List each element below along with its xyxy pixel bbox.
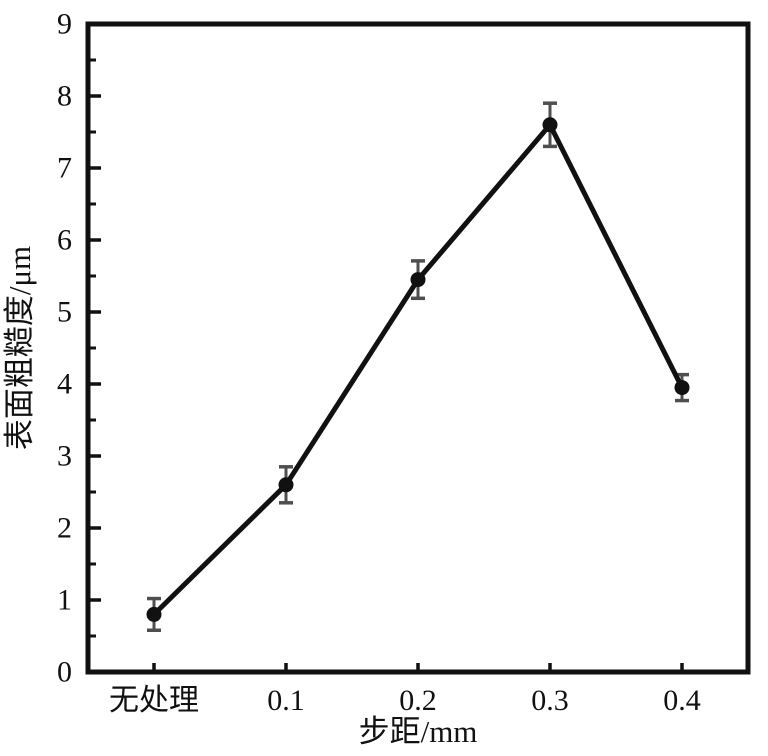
y-tick-label: 0 <box>57 656 72 689</box>
x-tick-label: 0.1 <box>267 684 305 717</box>
data-point-marker <box>674 380 690 396</box>
y-tick-label: 2 <box>57 512 72 545</box>
y-tick-label: 6 <box>57 224 72 257</box>
x-axis-title: 步距/mm <box>359 714 478 749</box>
data-point-marker <box>542 117 558 133</box>
x-tick-label: 0.3 <box>531 684 569 717</box>
y-tick-label: 8 <box>57 80 72 113</box>
y-tick-label: 7 <box>57 152 72 185</box>
y-tick-label: 9 <box>57 8 72 41</box>
x-tick-label: 0.2 <box>399 684 437 717</box>
data-point-marker <box>410 272 426 288</box>
x-tick-label: 无处理 <box>109 684 199 717</box>
y-tick-label: 1 <box>57 584 72 617</box>
y-axis-title: 表面粗糙度/μm <box>2 246 37 450</box>
data-point-marker <box>146 606 162 622</box>
data-point-marker <box>278 477 294 493</box>
y-tick-label: 3 <box>57 440 72 473</box>
y-tick-label: 5 <box>57 296 72 329</box>
x-tick-label: 0.4 <box>663 684 701 717</box>
y-tick-label: 4 <box>57 368 72 401</box>
